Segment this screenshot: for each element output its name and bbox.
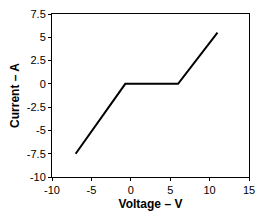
- svg-text:Current – A: Current – A: [8, 63, 22, 128]
- svg-text:2.5: 2.5: [31, 54, 46, 66]
- svg-text:0: 0: [40, 78, 46, 90]
- svg-text:0: 0: [128, 184, 134, 196]
- svg-text:Voltage – V: Voltage – V: [119, 197, 183, 211]
- svg-text:-5: -5: [87, 184, 97, 196]
- svg-text:-10: -10: [30, 171, 46, 183]
- svg-text:10: 10: [203, 184, 215, 196]
- svg-text:-7.5: -7.5: [27, 148, 46, 160]
- svg-text:15: 15: [243, 184, 255, 196]
- svg-text:7.5: 7.5: [31, 8, 46, 20]
- svg-text:-5: -5: [36, 124, 46, 136]
- svg-text:-2.5: -2.5: [27, 101, 46, 113]
- svg-text:5: 5: [40, 31, 46, 43]
- svg-text:5: 5: [167, 184, 173, 196]
- svg-text:-10: -10: [44, 184, 60, 196]
